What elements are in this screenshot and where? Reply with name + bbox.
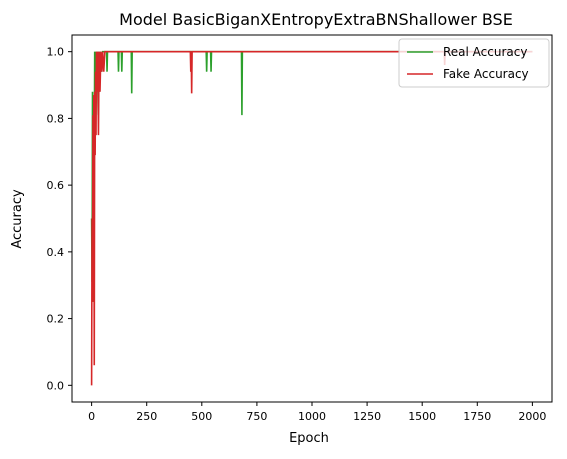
x-tick-label: 1000 <box>298 410 326 423</box>
series-line-fake-accuracy <box>90 50 533 386</box>
x-tick-label: 1500 <box>408 410 436 423</box>
legend-label-fake-accuracy: Fake Accuracy <box>443 67 529 81</box>
x-tick-label: 1750 <box>463 410 491 423</box>
y-tick-label: 0.0 <box>47 379 65 392</box>
plot-content <box>90 50 533 386</box>
legend: Real Accuracy Fake Accuracy <box>398 38 550 88</box>
y-tick-label: 1.0 <box>47 46 65 59</box>
x-tick-label: 1250 <box>353 410 381 423</box>
chart-title: Model BasicBiganXEntropyExtraBNShallower… <box>119 10 513 29</box>
x-tick-label: 2000 <box>518 410 546 423</box>
y-axis-label: Accuracy <box>10 189 25 249</box>
axis-ticks: 0 250 500 750 1000 1250 1500 1750 2000 0.0 0.2 0.4 0… <box>47 46 547 423</box>
y-tick-label: 0.8 <box>47 112 65 125</box>
y-tick-label: 0.4 <box>47 246 65 259</box>
x-tick-label: 750 <box>246 410 267 423</box>
legend-label-real-accuracy: Real Accuracy <box>443 45 527 59</box>
x-tick-label: 0 <box>88 410 95 423</box>
legend-box <box>398 38 550 88</box>
x-axis-label: Epoch <box>289 431 329 446</box>
x-tick-label: 250 <box>136 410 157 423</box>
x-tick-label: 500 <box>191 410 212 423</box>
y-tick-label: 0.6 <box>47 179 65 192</box>
y-tick-label: 0.2 <box>47 313 65 326</box>
